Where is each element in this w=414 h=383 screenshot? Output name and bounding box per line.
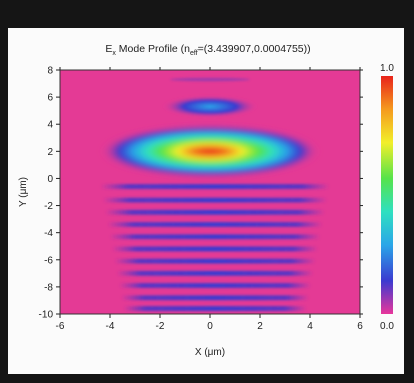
title-suffix: =(3.439907,0.0004755))	[198, 43, 311, 55]
y-tick-label: -2	[44, 201, 53, 212]
title-sub-e: x	[112, 50, 116, 57]
substrate-stripe	[111, 246, 319, 252]
y-tick-label: 8	[47, 66, 53, 77]
y-tick-label: 2	[47, 147, 53, 158]
field-features	[100, 77, 330, 311]
x-tick-label: 0	[207, 321, 213, 332]
x-tick-label: -2	[156, 321, 165, 332]
substrate-stripe	[104, 209, 326, 215]
x-tick-label: -6	[56, 321, 65, 332]
faint-stripe	[170, 77, 250, 82]
substrate-stripe	[123, 306, 307, 311]
upper-lobe	[162, 95, 258, 118]
x-axis-label: X (μm)	[195, 347, 225, 358]
title-mid: Mode Profile (n	[116, 43, 190, 55]
main-lobe	[100, 125, 320, 178]
chart-title: Ex Mode Profile (neff=(3.439907,0.000475…	[105, 43, 310, 57]
substrate-stripe	[118, 283, 312, 288]
substrate-stripe	[102, 197, 328, 203]
substrate-stripe	[113, 258, 317, 264]
y-tick-label: 4	[47, 120, 53, 131]
colorbar-min-label: 0.0	[380, 321, 394, 332]
mode-profile-chart: Ex Mode Profile (neff=(3.439907,0.000475…	[18, 43, 394, 358]
substrate-stripe	[120, 295, 310, 301]
x-tick-label: 2	[257, 321, 263, 332]
colorbar-max-label: 1.0	[380, 63, 394, 74]
y-tick-label: -8	[44, 282, 53, 293]
x-tick-label: -4	[106, 321, 115, 332]
y-tick-label: -6	[44, 255, 53, 266]
substrate-stripe	[100, 184, 330, 189]
substrate-stripe	[109, 234, 321, 240]
substrate-stripe	[116, 270, 314, 276]
title-prefix: E	[105, 43, 112, 55]
y-tick-label: 6	[47, 93, 53, 104]
colorbar	[381, 76, 393, 314]
x-axis-ticks: -6 -4 -2 0 2 4 6	[56, 67, 363, 332]
x-tick-label: 6	[357, 321, 363, 332]
title-sub-n: eff	[190, 50, 198, 57]
x-tick-label: 4	[307, 321, 313, 332]
figure-panel: Ex Mode Profile (neff=(3.439907,0.000475…	[8, 28, 404, 374]
y-tick-label: -4	[44, 228, 53, 239]
substrate-stripe	[106, 222, 324, 227]
y-tick-label: 0	[47, 174, 53, 185]
y-axis-label: Y (μm)	[18, 177, 29, 207]
y-axis-ticks: 8 6 4 2 0 -2 -4 -6 -8 -10	[39, 66, 363, 321]
y-tick-label: -10	[39, 310, 54, 321]
